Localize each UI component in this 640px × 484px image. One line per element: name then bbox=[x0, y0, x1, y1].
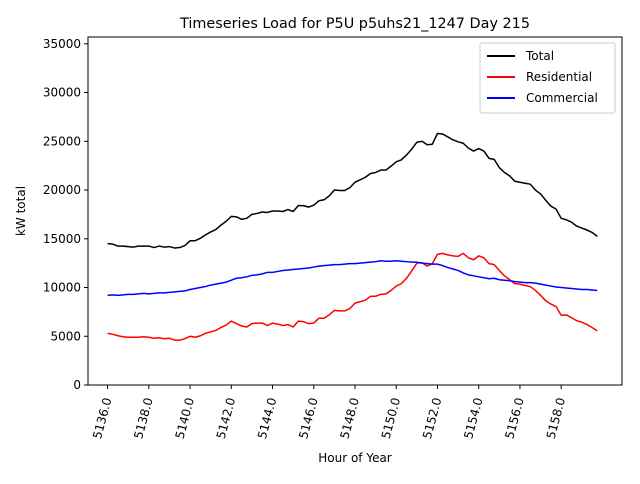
legend: Total Residential Commercial bbox=[479, 42, 616, 114]
x-tick-label: 5158.0 bbox=[544, 396, 568, 440]
y-axis: 0 5000 10000 15000 20000 25000 30000 35000 bbox=[43, 37, 88, 392]
series-line-residential bbox=[107, 252, 598, 341]
x-tick-label: 5146.0 bbox=[296, 396, 320, 440]
legend-label-total: Total bbox=[525, 49, 554, 63]
x-tick-label: 5140.0 bbox=[173, 396, 197, 440]
x-tick-label: 5138.0 bbox=[131, 396, 155, 440]
y-tick-label: 0 bbox=[73, 378, 81, 392]
plot-lines bbox=[107, 132, 598, 341]
x-tick-label: 5156.0 bbox=[502, 396, 526, 440]
chart-title: Timeseries Load for P5U p5uhs21_1247 Day… bbox=[179, 16, 530, 32]
x-tick-label: 5150.0 bbox=[379, 396, 403, 440]
series-line-total bbox=[107, 132, 598, 249]
y-tick-label: 15000 bbox=[43, 232, 81, 246]
y-tick-label: 20000 bbox=[43, 183, 81, 197]
y-axis-label: kW total bbox=[14, 186, 28, 236]
x-tick-label: 5152.0 bbox=[420, 396, 444, 440]
y-tick-label: 35000 bbox=[43, 37, 81, 51]
x-tick-label: 5144.0 bbox=[255, 396, 279, 440]
x-tick-label: 5148.0 bbox=[338, 396, 362, 440]
x-tick-label: 5142.0 bbox=[214, 396, 238, 440]
legend-label-residential: Residential bbox=[526, 70, 592, 84]
y-tick-label: 30000 bbox=[43, 86, 81, 100]
legend-box bbox=[479, 42, 616, 114]
x-axis: 5136.0 5138.0 5140.0 5142.0 5144.0 5146.0 5148… bbox=[90, 385, 568, 440]
x-tick-label: 5136.0 bbox=[90, 396, 114, 440]
y-tick-label: 25000 bbox=[43, 134, 81, 148]
x-axis-label: Hour of Year bbox=[318, 451, 392, 465]
series-line-commercial bbox=[107, 259, 598, 297]
y-tick-label: 5000 bbox=[50, 329, 81, 343]
y-tick-label: 10000 bbox=[43, 281, 81, 295]
legend-label-commercial: Commercial bbox=[526, 91, 598, 105]
x-tick-label: 5154.0 bbox=[461, 396, 485, 440]
